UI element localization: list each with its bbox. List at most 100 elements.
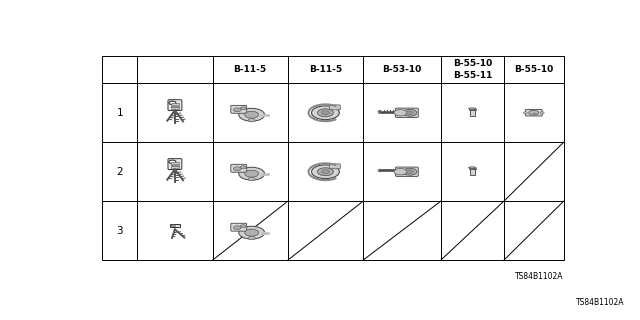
Circle shape [248, 118, 255, 122]
Circle shape [248, 177, 255, 181]
Text: 2: 2 [116, 167, 123, 177]
Circle shape [317, 109, 333, 117]
Circle shape [321, 170, 330, 174]
Bar [363, 142, 441, 201]
Bar [468, 168, 476, 169]
Text: B-11-5: B-11-5 [234, 65, 267, 74]
FancyBboxPatch shape [396, 108, 419, 117]
Circle shape [406, 170, 413, 173]
Bar [170, 224, 180, 228]
Circle shape [524, 112, 527, 114]
Bar [288, 142, 363, 201]
Bar [171, 164, 179, 166]
Bar [288, 83, 363, 142]
Bar [441, 142, 504, 201]
Circle shape [406, 111, 413, 115]
Bar [441, 83, 504, 142]
FancyBboxPatch shape [231, 223, 246, 231]
Circle shape [240, 225, 246, 228]
Circle shape [234, 167, 241, 171]
FancyBboxPatch shape [396, 167, 419, 176]
Circle shape [234, 108, 241, 112]
FancyBboxPatch shape [330, 105, 340, 110]
Bar [212, 142, 288, 201]
Bar [504, 56, 564, 83]
Circle shape [244, 170, 259, 177]
Circle shape [240, 166, 246, 169]
Bar [212, 56, 288, 83]
Text: B-53-10: B-53-10 [382, 65, 422, 74]
Bar [261, 114, 269, 116]
Bar [102, 201, 138, 260]
Circle shape [394, 169, 407, 175]
Bar [138, 142, 212, 201]
Bar [138, 83, 212, 142]
Bar [138, 56, 212, 83]
Circle shape [394, 109, 407, 116]
Circle shape [403, 109, 417, 116]
Circle shape [239, 108, 264, 121]
Circle shape [240, 107, 246, 110]
Circle shape [244, 111, 259, 118]
Circle shape [321, 111, 330, 115]
Circle shape [172, 225, 175, 227]
Circle shape [239, 167, 264, 180]
Bar [171, 166, 179, 168]
Bar [363, 83, 441, 142]
Bar [468, 108, 476, 110]
Ellipse shape [468, 167, 476, 168]
Bar [171, 103, 179, 105]
Circle shape [169, 101, 176, 105]
Ellipse shape [468, 108, 476, 109]
FancyBboxPatch shape [168, 100, 182, 110]
Bar [102, 83, 138, 142]
FancyBboxPatch shape [168, 159, 182, 170]
Circle shape [312, 165, 339, 179]
Bar [261, 232, 269, 234]
Bar [171, 107, 179, 109]
Circle shape [244, 229, 259, 236]
Bar [363, 56, 441, 83]
Bar [470, 169, 475, 175]
Bar [138, 201, 212, 260]
Bar [470, 110, 475, 116]
Circle shape [529, 110, 539, 115]
Text: TS84B1102A: TS84B1102A [515, 273, 564, 282]
Polygon shape [378, 169, 381, 172]
Bar [261, 173, 269, 175]
Text: B-55-10
B-55-11: B-55-10 B-55-11 [452, 60, 492, 79]
Circle shape [248, 236, 255, 240]
Bar [171, 106, 179, 107]
Circle shape [169, 160, 176, 164]
Bar [441, 56, 504, 83]
Bar [504, 142, 564, 201]
Circle shape [317, 168, 333, 176]
Circle shape [234, 226, 241, 230]
Bar [363, 201, 441, 260]
FancyBboxPatch shape [231, 164, 246, 172]
FancyBboxPatch shape [525, 109, 542, 116]
Bar [288, 56, 363, 83]
Circle shape [540, 112, 544, 114]
Bar [212, 201, 288, 260]
FancyBboxPatch shape [330, 164, 340, 169]
FancyBboxPatch shape [231, 105, 246, 113]
Bar [171, 162, 179, 164]
Bar [102, 56, 138, 83]
Bar [441, 201, 504, 260]
Circle shape [312, 106, 339, 120]
Bar [504, 83, 564, 142]
Polygon shape [378, 110, 381, 113]
Bar [102, 142, 138, 201]
Circle shape [239, 226, 264, 239]
Text: 1: 1 [116, 108, 123, 118]
Text: 3: 3 [116, 226, 123, 236]
Bar [532, 113, 535, 115]
Bar [504, 201, 564, 260]
Bar [212, 83, 288, 142]
Circle shape [403, 168, 417, 175]
Text: B-55-10: B-55-10 [514, 65, 554, 74]
Text: B-11-5: B-11-5 [309, 65, 342, 74]
Bar [288, 201, 363, 260]
Text: TS84B1102A: TS84B1102A [575, 298, 624, 307]
